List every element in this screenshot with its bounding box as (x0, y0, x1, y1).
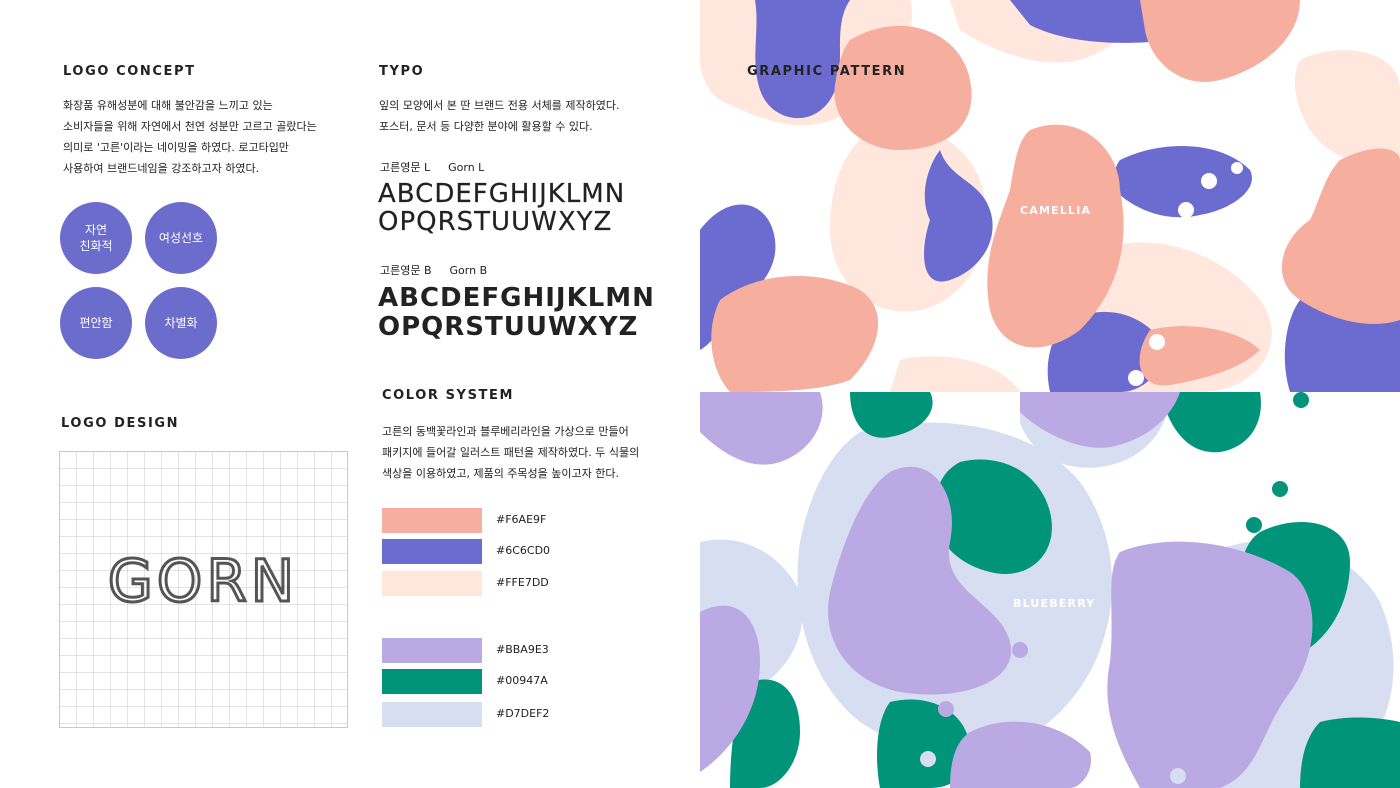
color-hex-6: #D7DEF2 (496, 707, 550, 720)
color-swatch-6 (382, 702, 482, 727)
font-bold-sample-line-2: OPQRSTUUWXYZ (378, 312, 639, 342)
color-swatch-5 (382, 669, 482, 694)
keyword-circle-differentiation: 차별화 (145, 287, 217, 359)
keyword-circle-comfort: 편안함 (60, 287, 132, 359)
logo-grid-graphic: GORN (59, 451, 348, 728)
color-hex-2: #6C6CD0 (496, 544, 551, 557)
font-light-caption: 고른영문 L Gorn L (380, 159, 502, 175)
font-light-label-ko: 고른영문 L (380, 161, 431, 174)
font-bold-label-ko: 고른영문 B (380, 264, 432, 277)
color-swatch-1 (382, 508, 482, 533)
font-light-label-en: Gorn L (448, 161, 485, 174)
color-system-heading: COLOR SYSTEM (382, 388, 515, 403)
font-bold-caption: 고른영문 B Gorn B (380, 262, 505, 278)
font-light-sample-line-1: ABCDEFGHIJKLMN (378, 179, 626, 209)
logo-concept-heading: LOGO CONCEPT (63, 64, 196, 79)
font-bold-label-en: Gorn B (449, 264, 488, 277)
typo-text: 잎의 모양에서 본 딴 브랜드 전용 서체를 제작하였다. 포스터, 문서 등 … (379, 99, 620, 133)
color-hex-5: #00947A (496, 674, 548, 687)
blueberry-label: BLUEBERRY (1013, 597, 1096, 610)
logo-grid: GORN (59, 451, 348, 728)
color-hex-4: #BBA9E3 (496, 643, 549, 656)
font-bold-sample: ABCDEFGHIJKLMN OPQRSTUUWXYZ (378, 284, 655, 342)
color-swatch-4 (382, 638, 482, 663)
color-hex-3: #FFE7DD (496, 576, 549, 589)
color-system-text: 고른의 동백꽃라인과 블루베리라인을 가상으로 만들어 패키지에 들어갈 일러스… (382, 425, 640, 480)
camellia-pattern: CAMELLIA (700, 0, 1400, 392)
camellia-pattern-illustration (700, 0, 1400, 392)
keyword-circle-female-preference: 여성선호 (145, 202, 217, 274)
color-swatch-2 (382, 539, 482, 564)
font-light-sample: ABCDEFGHIJKLMN OPQRSTUUWXYZ (378, 180, 625, 236)
logo-design-heading: LOGO DESIGN (61, 416, 180, 431)
camellia-label: CAMELLIA (1020, 204, 1092, 217)
typo-heading: TYPO (379, 64, 425, 79)
color-hex-1: #F6AE9F (496, 513, 547, 526)
blueberry-pattern-illustration (700, 392, 1400, 788)
keyword-circle-nature: 자연 친화적 (60, 202, 132, 274)
graphic-pattern-heading: GRAPHIC PATTERN (747, 64, 907, 79)
font-light-sample-line-2: OPQRSTUUWXYZ (378, 207, 613, 237)
logo-wordmark: GORN (108, 547, 298, 615)
blueberry-pattern: BLUEBERRY (700, 392, 1400, 788)
logo-concept-text: 화장품 유해성분에 대해 불안감을 느끼고 있는 소비자들을 위해 자연에서 천… (63, 99, 317, 175)
color-swatch-3 (382, 571, 482, 596)
font-bold-sample-line-1: ABCDEFGHIJKLMN (378, 283, 655, 313)
